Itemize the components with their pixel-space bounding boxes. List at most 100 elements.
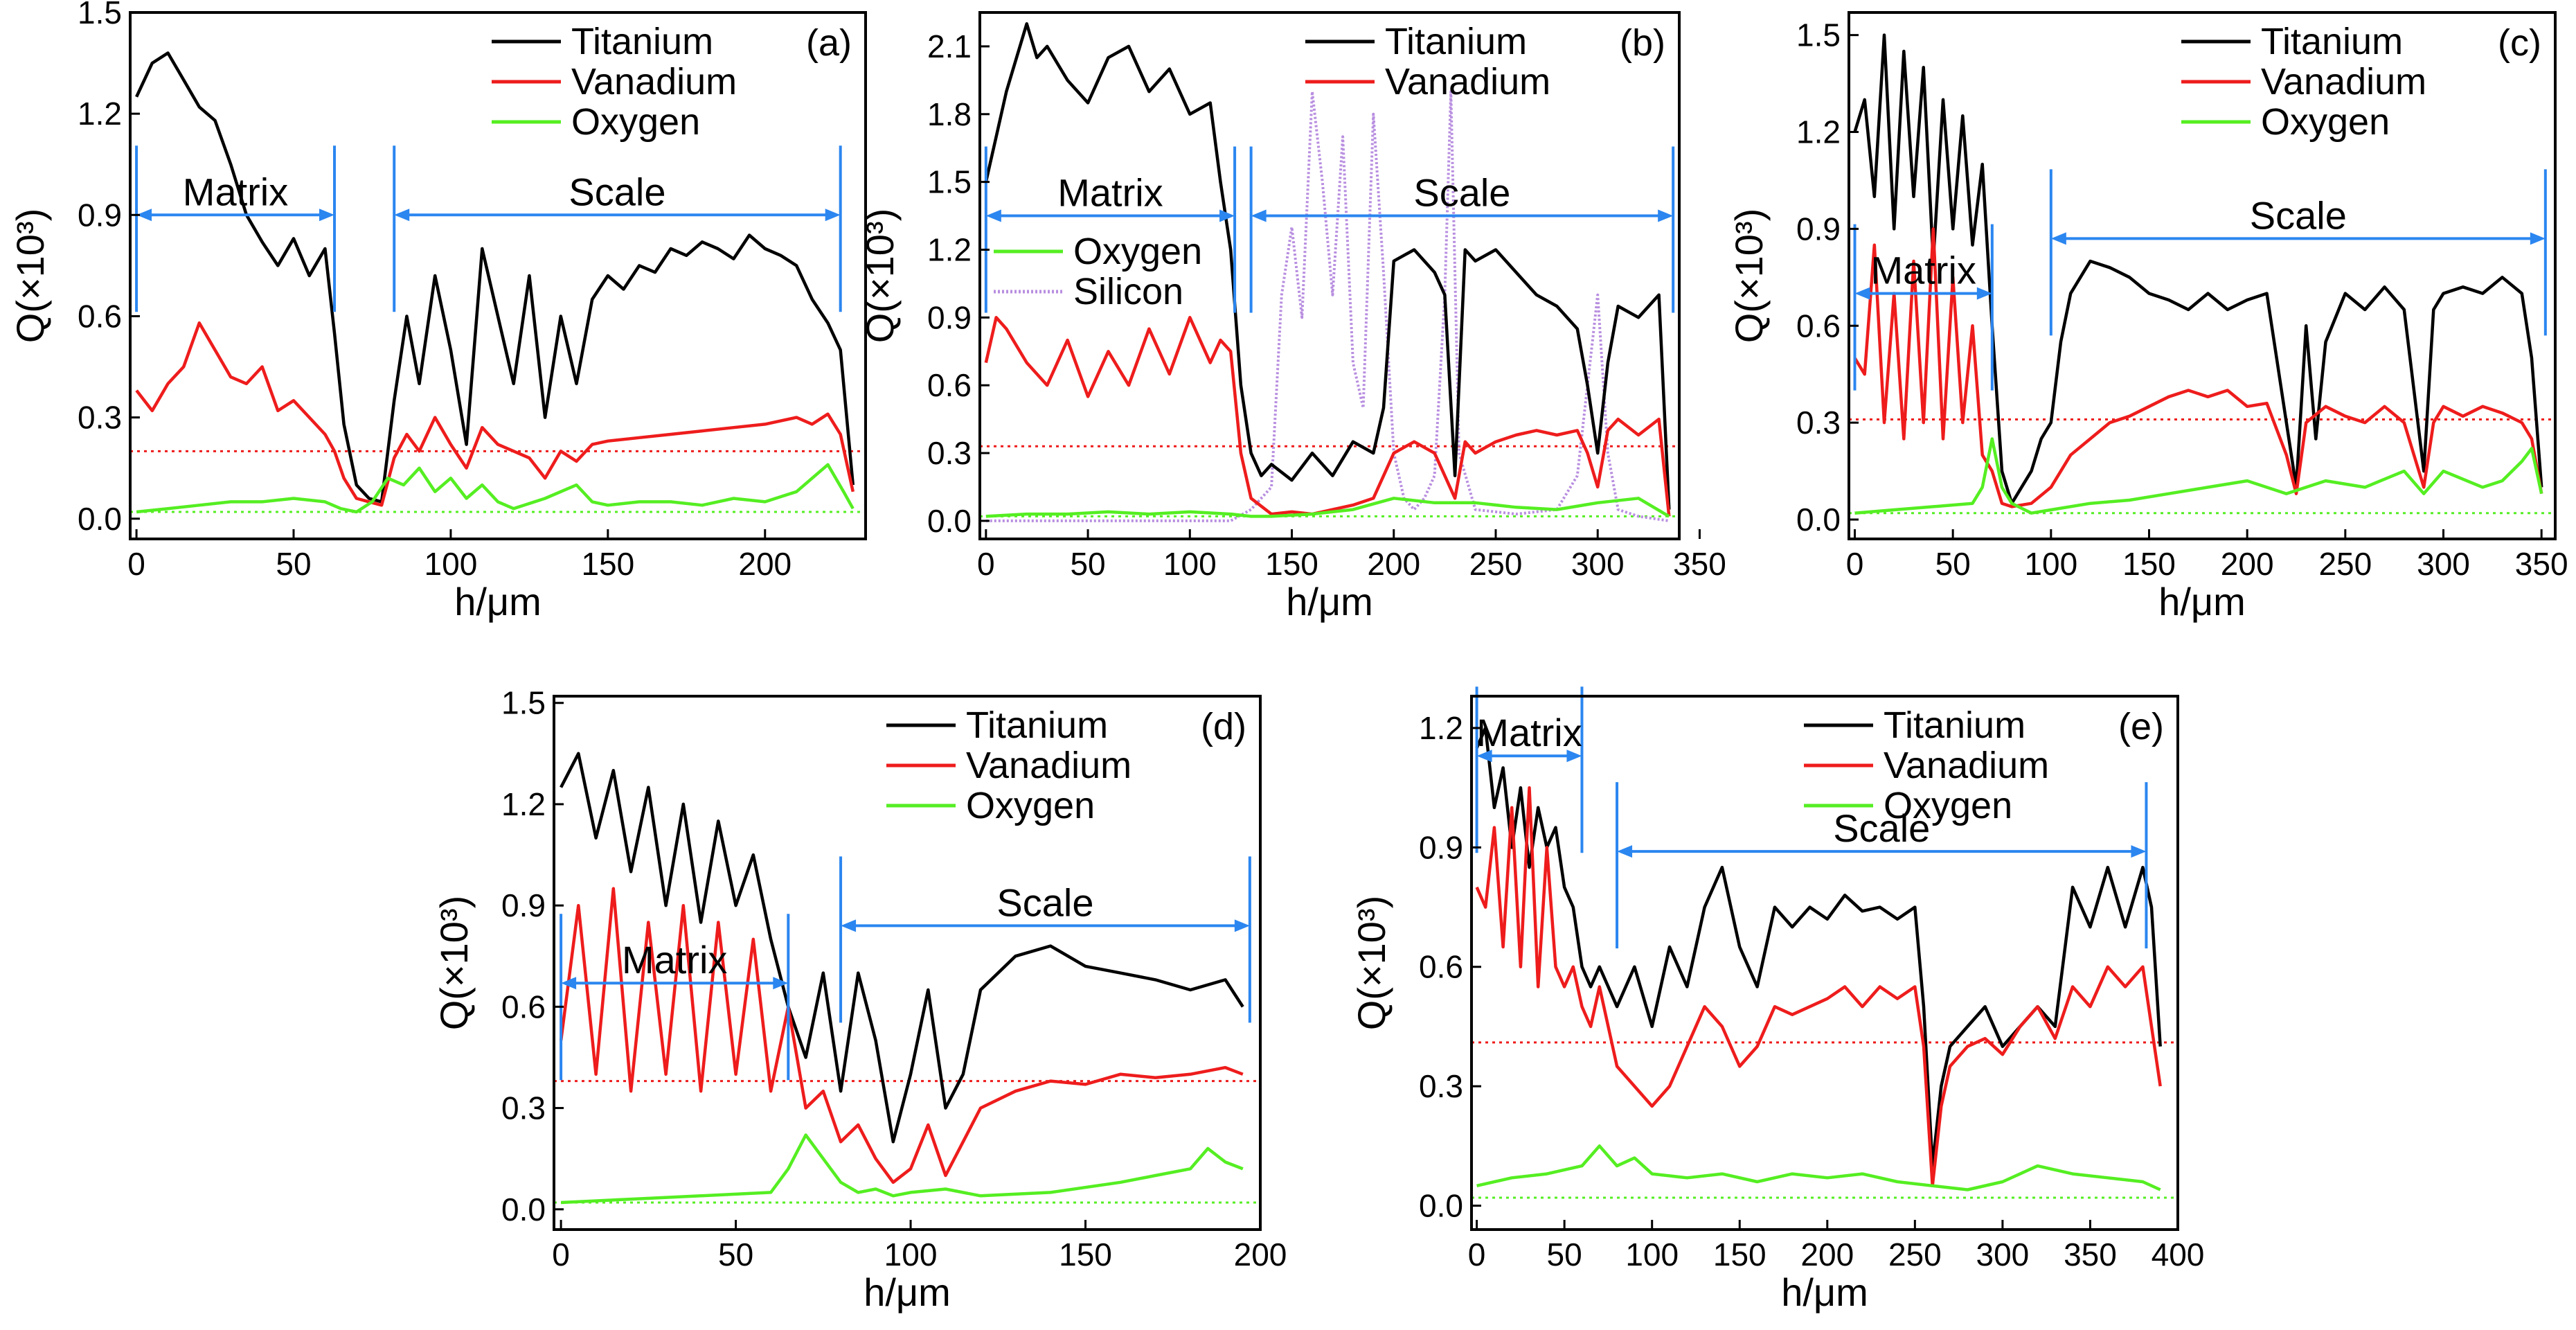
legend-label: Silicon xyxy=(1073,271,1183,312)
x-tick-label: 150 xyxy=(1059,1236,1112,1273)
legend-label: Titanium xyxy=(1884,704,2025,746)
y-tick-label: 0.3 xyxy=(1796,405,1841,441)
y-tick-label: 0.9 xyxy=(927,299,972,335)
y-tick-label: 0.0 xyxy=(927,503,972,539)
series-line-vanadium xyxy=(1853,227,2543,508)
y-tick-label: 1.2 xyxy=(927,231,972,267)
x-tick-label: 0 xyxy=(552,1236,570,1273)
legend-label: Titanium xyxy=(571,21,713,62)
y-tick-label: 2.1 xyxy=(927,28,972,64)
arrow-head-left xyxy=(1617,845,1633,858)
annotation-scale: Scale xyxy=(1616,782,2148,949)
legend-item-oxygen: Oxygen xyxy=(1804,785,2012,826)
series-line-vanadium xyxy=(1475,786,2162,1188)
y-tick-label: 0.9 xyxy=(78,197,122,233)
panel-label: (c) xyxy=(2498,22,2541,64)
annotation-label: Scale xyxy=(1833,806,1930,850)
annotation-scale: Scale xyxy=(839,856,1251,1023)
legend-item-oxygen: Oxygen xyxy=(886,785,1095,826)
series-line-titanium xyxy=(560,752,1244,1144)
y-tick-label: 0.3 xyxy=(927,435,972,471)
x-tick-label: 150 xyxy=(581,546,634,582)
x-tick-label: 150 xyxy=(2122,546,2176,582)
legend-label: Oxygen xyxy=(966,785,1095,826)
legend-item-vanadium: Vanadium xyxy=(492,61,737,103)
legend-item-vanadium: Vanadium xyxy=(1305,61,1550,103)
y-tick-label: 0.6 xyxy=(1796,308,1841,344)
x-tick-label: 350 xyxy=(2064,1236,2117,1273)
chart-panel-4: Matrix Scale 0 50 100 150 200 0.0 0.3 0.6 0.9 1.2 1.… xyxy=(432,685,1287,1314)
annotation-matrix: Matrix xyxy=(135,145,336,312)
x-axis-label: h/μm xyxy=(454,580,542,623)
y-tick-label: 1.2 xyxy=(1796,114,1841,150)
y-axis-label: Q(×10³) xyxy=(1727,209,1771,344)
y-tick-label: 0.9 xyxy=(1419,829,1463,865)
x-tick-label: 100 xyxy=(424,546,478,582)
arrow-head-left xyxy=(985,209,1001,222)
y-tick-label: 0.6 xyxy=(501,988,546,1025)
series-line-vanadium xyxy=(135,321,855,507)
legend-label: Vanadium xyxy=(966,745,1132,786)
arrow-head-right xyxy=(773,977,789,990)
y-tick-label: 0.9 xyxy=(501,887,546,923)
y-tick-label: 0.6 xyxy=(927,367,972,403)
x-tick-label: 50 xyxy=(276,546,311,582)
x-tick-label: 0 xyxy=(1846,546,1864,582)
arrow-head-right xyxy=(1219,209,1235,222)
series-line-vanadium xyxy=(984,316,1671,517)
x-tick-label: 300 xyxy=(1976,1236,2030,1273)
annotation-matrix: Matrix xyxy=(1853,224,1994,391)
y-tick-label: 1.5 xyxy=(1796,17,1841,53)
annotation-label: Scale xyxy=(569,170,665,213)
arrow-head-left xyxy=(2050,232,2066,245)
x-axis-label: h/μm xyxy=(1781,1270,1868,1314)
legend-item-titanium: Titanium xyxy=(2181,21,2403,62)
arrow-head-left xyxy=(394,209,410,222)
x-axis-label: h/μm xyxy=(2158,580,2246,623)
x-tick-label: 250 xyxy=(2318,546,2372,582)
legend-item-titanium: Titanium xyxy=(886,704,1108,746)
annotation-scale: Scale xyxy=(2049,169,2547,336)
legend-label: Vanadium xyxy=(1385,61,1550,103)
plot-frame xyxy=(1848,11,2557,540)
legend-item-oxygen: Oxygen xyxy=(994,231,1202,272)
x-tick-label: 350 xyxy=(1673,546,1726,582)
series-line-oxygen xyxy=(136,463,855,514)
legend-item-oxygen: Oxygen xyxy=(492,101,700,143)
x-tick-label: 0 xyxy=(1468,1236,1486,1273)
y-tick-label: 0.3 xyxy=(1419,1068,1463,1104)
x-tick-label: 100 xyxy=(1163,546,1217,582)
legend-label: Oxygen xyxy=(1884,785,2012,826)
chart-panel-2: Matrix Scale 0 50 100 150 200 250 300 350 0.0 0.3 0.… xyxy=(858,11,1726,623)
legend-label: Oxygen xyxy=(1073,231,1202,272)
annotation-label: Matrix xyxy=(622,938,727,982)
y-tick-label: 0.3 xyxy=(78,400,122,436)
x-tick-label: 50 xyxy=(1935,546,1971,582)
y-tick-label: 1.2 xyxy=(501,786,546,822)
arrow-head-left xyxy=(1251,209,1267,222)
legend-item-silicon: Silicon xyxy=(994,271,1183,312)
legend-item-titanium: Titanium xyxy=(1305,21,1527,62)
legend-label: Titanium xyxy=(966,704,1108,746)
x-tick-label: 250 xyxy=(1469,546,1523,582)
y-tick-label: 0.0 xyxy=(501,1191,546,1227)
arrow-head-left xyxy=(561,977,577,990)
arrow-head-left xyxy=(841,919,857,932)
y-tick-label: 1.5 xyxy=(501,685,546,721)
x-tick-label: 50 xyxy=(1547,1236,1582,1273)
series-line-oxygen xyxy=(560,1133,1244,1205)
series-line-titanium xyxy=(1853,33,2543,505)
y-axis-label: Q(×10³) xyxy=(1350,896,1393,1031)
x-tick-label: 100 xyxy=(1625,1236,1679,1273)
legend-label: Vanadium xyxy=(1884,745,2049,786)
y-tick-label: 1.5 xyxy=(78,0,122,30)
series-line-oxygen xyxy=(1476,1144,2161,1191)
x-tick-label: 100 xyxy=(2024,546,2077,582)
x-tick-label: 0 xyxy=(127,546,145,582)
legend-item-vanadium: Vanadium xyxy=(2181,61,2426,103)
x-tick-label: 150 xyxy=(1265,546,1318,582)
x-tick-label: 200 xyxy=(1367,546,1420,582)
series-line-titanium xyxy=(135,51,855,504)
x-tick-label: 0 xyxy=(977,546,995,582)
annotation-scale: Scale xyxy=(1249,146,1675,313)
